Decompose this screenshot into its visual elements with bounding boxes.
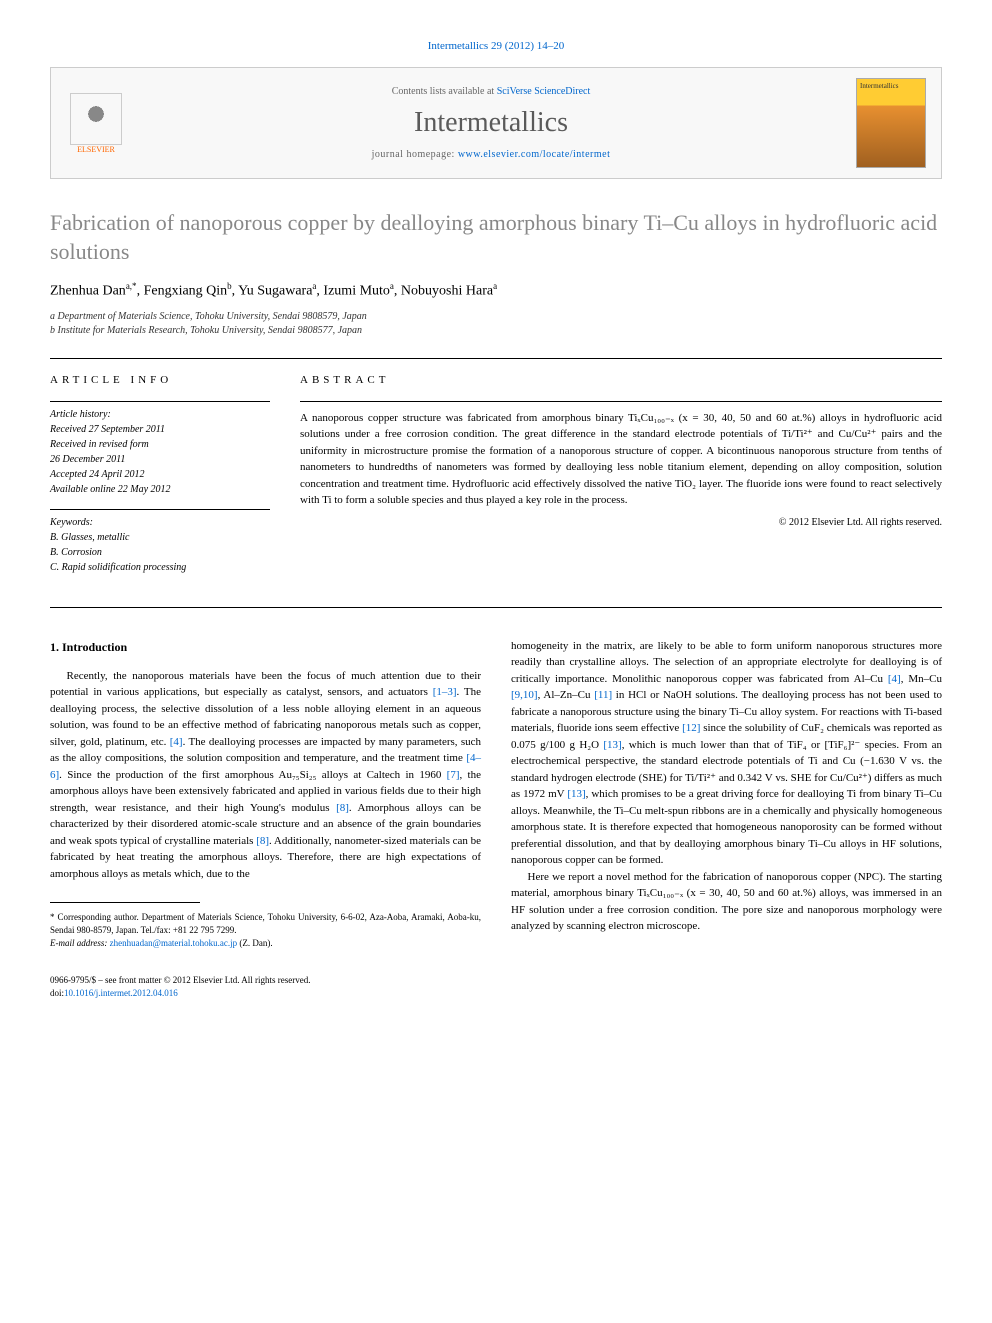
left-column: 1. Introduction Recently, the nanoporous…: [50, 638, 481, 999]
journal-reference: Intermetallics 29 (2012) 14–20: [50, 40, 942, 52]
header-center: Contents lists available at SciVerse Sci…: [126, 86, 856, 160]
body-paragraph: homogeneity in the matrix, are likely to…: [511, 638, 942, 869]
affiliations: a Department of Materials Science, Tohok…: [50, 310, 942, 338]
article-info-column: ARTICLE INFO Article history: Received 2…: [50, 374, 270, 587]
ref-link-4[interactable]: [4]: [888, 673, 901, 685]
contents-text: Contents lists available at: [392, 86, 497, 97]
keyword-1: B. Glasses, metallic: [50, 530, 270, 545]
abstract-text: A nanoporous copper structure was fabric…: [300, 401, 942, 509]
keyword-3: C. Rapid solidification processing: [50, 560, 270, 575]
ref-link-11[interactable]: [11]: [594, 689, 612, 701]
body-paragraph: Recently, the nanoporous materials have …: [50, 668, 481, 883]
body-text: Recently, the nanoporous materials have …: [50, 670, 481, 699]
history-revised-date: 26 December 2011: [50, 452, 270, 467]
front-matter-line: 0966-9795/$ – see front matter © 2012 El…: [50, 974, 481, 987]
sciencedirect-link[interactable]: SciVerse ScienceDirect: [497, 86, 591, 97]
journal-cover-thumbnail: Intermetallics: [856, 78, 926, 168]
ref-link-12[interactable]: [12]: [682, 722, 700, 734]
footnote-separator: [50, 902, 200, 903]
header-left: ELSEVIER: [66, 88, 126, 158]
doi-label: doi:: [50, 988, 64, 998]
keyword-2: B. Corrosion: [50, 545, 270, 560]
info-abstract-row: ARTICLE INFO Article history: Received 2…: [50, 374, 942, 587]
elsevier-logo: ELSEVIER: [66, 88, 126, 158]
affiliation-a: a Department of Materials Science, Tohok…: [50, 310, 942, 324]
abstract-column: ABSTRACT A nanoporous copper structure w…: [300, 374, 942, 587]
ref-link-8[interactable]: [8]: [256, 835, 269, 847]
article-info-header: ARTICLE INFO: [50, 374, 270, 391]
body-text: . Since the production of the first amor…: [59, 769, 446, 781]
keywords-label: Keywords:: [50, 515, 270, 530]
history-accepted: Accepted 24 April 2012: [50, 467, 270, 482]
body-text: , Al–Zn–Cu: [538, 689, 595, 701]
journal-title: Intermetallics: [126, 107, 856, 139]
divider: [50, 607, 942, 608]
doi-block: 0966-9795/$ – see front matter © 2012 El…: [50, 974, 481, 999]
doi-line: doi:10.1016/j.intermet.2012.04.016: [50, 987, 481, 1000]
ref-link-13[interactable]: [13]: [603, 739, 621, 751]
ref-link-1-3[interactable]: [1–3]: [433, 686, 457, 698]
ref-link-4[interactable]: [4]: [170, 736, 183, 748]
email-label: E-mail address:: [50, 938, 110, 948]
body-text: , Mn–Cu: [901, 673, 942, 685]
contents-available-line: Contents lists available at SciVerse Sci…: [126, 86, 856, 97]
email-link[interactable]: zhenhuadan@material.tohoku.ac.jp: [110, 938, 238, 948]
abstract-header: ABSTRACT: [300, 374, 942, 391]
ref-link-8[interactable]: [8]: [336, 802, 349, 814]
email-suffix: (Z. Dan).: [237, 938, 273, 948]
article-title: Fabrication of nanoporous copper by deal…: [50, 209, 942, 266]
copyright-line: © 2012 Elsevier Ltd. All rights reserved…: [300, 517, 942, 528]
ref-link-7[interactable]: [7]: [447, 769, 460, 781]
authors-list: Zhenhua Dana,*, Fengxiang Qinb, Yu Sugaw…: [50, 281, 942, 300]
email-footnote: E-mail address: zhenhuadan@material.toho…: [50, 937, 481, 950]
history-revised-label: Received in revised form: [50, 437, 270, 452]
doi-link[interactable]: 10.1016/j.intermet.2012.04.016: [64, 988, 178, 998]
ref-link-9-10[interactable]: [9,10]: [511, 689, 538, 701]
introduction-heading: 1. Introduction: [50, 638, 481, 656]
journal-header-box: ELSEVIER Contents lists available at Sci…: [50, 67, 942, 179]
body-paragraph: Here we report a novel method for the fa…: [511, 869, 942, 935]
affiliation-b: b Institute for Materials Research, Toho…: [50, 324, 942, 338]
right-column: homogeneity in the matrix, are likely to…: [511, 638, 942, 999]
elsevier-tree-icon: [70, 93, 122, 145]
body-text: homogeneity in the matrix, are likely to…: [511, 640, 942, 685]
journal-homepage-line: journal homepage: www.elsevier.com/locat…: [126, 149, 856, 160]
history-label: Article history:: [50, 407, 270, 422]
keywords-block: Keywords: B. Glasses, metallic B. Corros…: [50, 509, 270, 575]
homepage-label: journal homepage:: [372, 149, 458, 160]
body-columns: 1. Introduction Recently, the nanoporous…: [50, 638, 942, 999]
article-history-block: Article history: Received 27 September 2…: [50, 401, 270, 497]
divider: [50, 358, 942, 359]
corresponding-author-footnote: * Corresponding author. Department of Ma…: [50, 911, 481, 936]
history-received: Received 27 September 2011: [50, 422, 270, 437]
history-online: Available online 22 May 2012: [50, 482, 270, 497]
elsevier-label: ELSEVIER: [77, 145, 115, 154]
ref-link-13[interactable]: [13]: [567, 788, 585, 800]
homepage-link[interactable]: www.elsevier.com/locate/intermet: [458, 149, 611, 160]
